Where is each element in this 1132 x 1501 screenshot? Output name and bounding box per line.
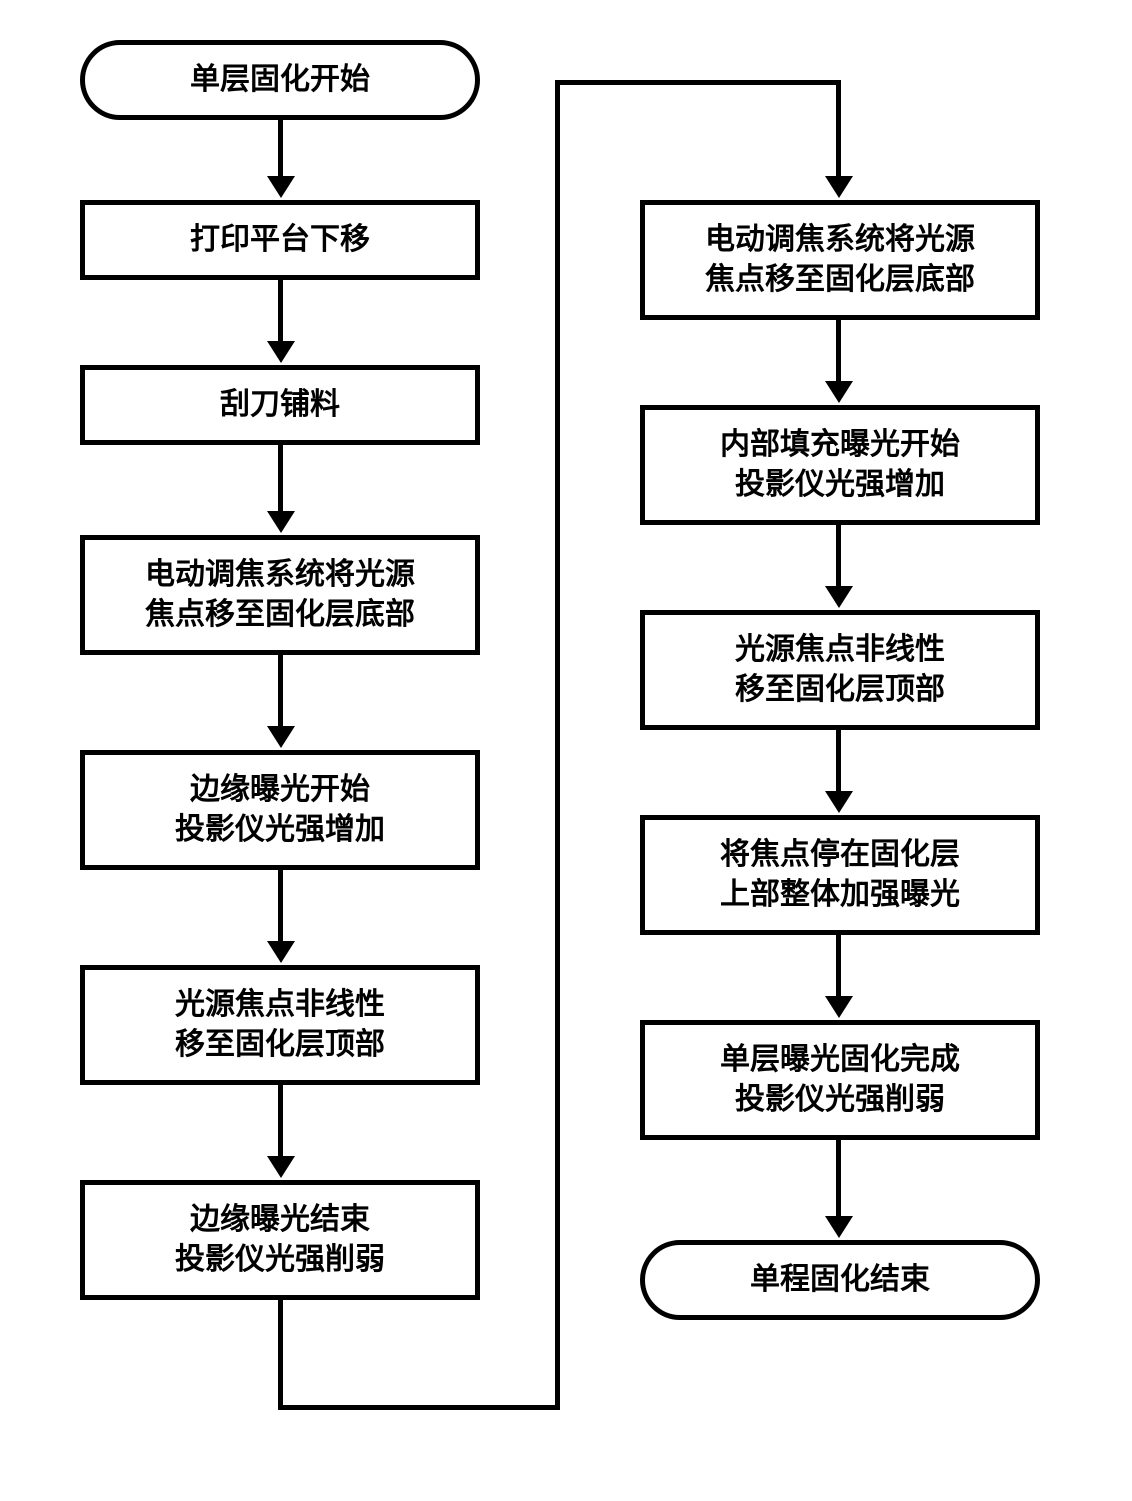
right-step-5-line2: 投影仪光强削弱 (720, 1080, 960, 1121)
arrow-l2 (278, 280, 283, 345)
right-step-2: 内部填充曝光开始 投影仪光强增加 (640, 405, 1040, 525)
bridge-horizontal (278, 1405, 560, 1410)
right-step-5: 单层曝光固化完成 投影仪光强削弱 (640, 1020, 1040, 1140)
flowchart-container: 单层固化开始 打印平台下移 刮刀铺料 电动调焦系统将光源 焦点移至固化层底部 边… (0, 0, 1132, 1501)
arrow-r4 (836, 935, 841, 1000)
arrow-r2 (836, 525, 841, 590)
right-step-3: 光源焦点非线性 移至固化层顶部 (640, 610, 1040, 730)
end-label: 单程固化结束 (750, 1260, 930, 1301)
bridge-top (555, 80, 838, 85)
left-step-3: 电动调焦系统将光源 焦点移至固化层底部 (80, 535, 480, 655)
bridge-down (278, 1300, 283, 1410)
right-step-4-line2: 上部整体加强曝光 (720, 875, 960, 916)
right-step-5-line1: 单层曝光固化完成 (720, 1040, 960, 1081)
left-step-1-label: 打印平台下移 (190, 220, 370, 261)
left-step-1: 打印平台下移 (80, 200, 480, 280)
left-step-4: 边缘曝光开始 投影仪光强增加 (80, 750, 480, 870)
left-step-3-line1: 电动调焦系统将光源 (145, 555, 415, 596)
left-step-6-line1: 边缘曝光结束 (175, 1200, 385, 1241)
left-step-2: 刮刀铺料 (80, 365, 480, 445)
right-step-4: 将焦点停在固化层 上部整体加强曝光 (640, 815, 1040, 935)
end-terminal: 单程固化结束 (640, 1240, 1040, 1320)
right-step-1: 电动调焦系统将光源 焦点移至固化层底部 (640, 200, 1040, 320)
left-step-2-label: 刮刀铺料 (220, 385, 340, 426)
left-step-5-line2: 移至固化层顶部 (175, 1025, 385, 1066)
left-step-6: 边缘曝光结束 投影仪光强削弱 (80, 1180, 480, 1300)
left-step-5-line1: 光源焦点非线性 (175, 985, 385, 1026)
arrow-l4 (278, 655, 283, 730)
arrow-r1 (836, 320, 841, 385)
right-step-3-line2: 移至固化层顶部 (735, 670, 945, 711)
start-terminal: 单层固化开始 (80, 40, 480, 120)
right-step-4-line1: 将焦点停在固化层 (720, 835, 960, 876)
left-step-4-line1: 边缘曝光开始 (175, 770, 385, 811)
right-step-2-line1: 内部填充曝光开始 (720, 425, 960, 466)
start-label: 单层固化开始 (190, 60, 370, 101)
right-step-1-line1: 电动调焦系统将光源 (705, 220, 975, 261)
arrow-l6 (278, 1085, 283, 1160)
right-step-2-line2: 投影仪光强增加 (720, 465, 960, 506)
arrow-r5 (836, 1140, 841, 1220)
right-step-1-line2: 焦点移至固化层底部 (705, 260, 975, 301)
arrow-l3 (278, 445, 283, 515)
left-step-4-line2: 投影仪光强增加 (175, 810, 385, 851)
arrow-l5 (278, 870, 283, 945)
left-step-3-line2: 焦点移至固化层底部 (145, 595, 415, 636)
arrow-l1 (278, 120, 283, 180)
left-step-5: 光源焦点非线性 移至固化层顶部 (80, 965, 480, 1085)
left-step-6-line2: 投影仪光强削弱 (175, 1240, 385, 1281)
bridge-mid-up (555, 80, 560, 1410)
right-step-3-line1: 光源焦点非线性 (735, 630, 945, 671)
bridge-arrow-into-right (836, 80, 841, 180)
arrow-r3 (836, 730, 841, 795)
